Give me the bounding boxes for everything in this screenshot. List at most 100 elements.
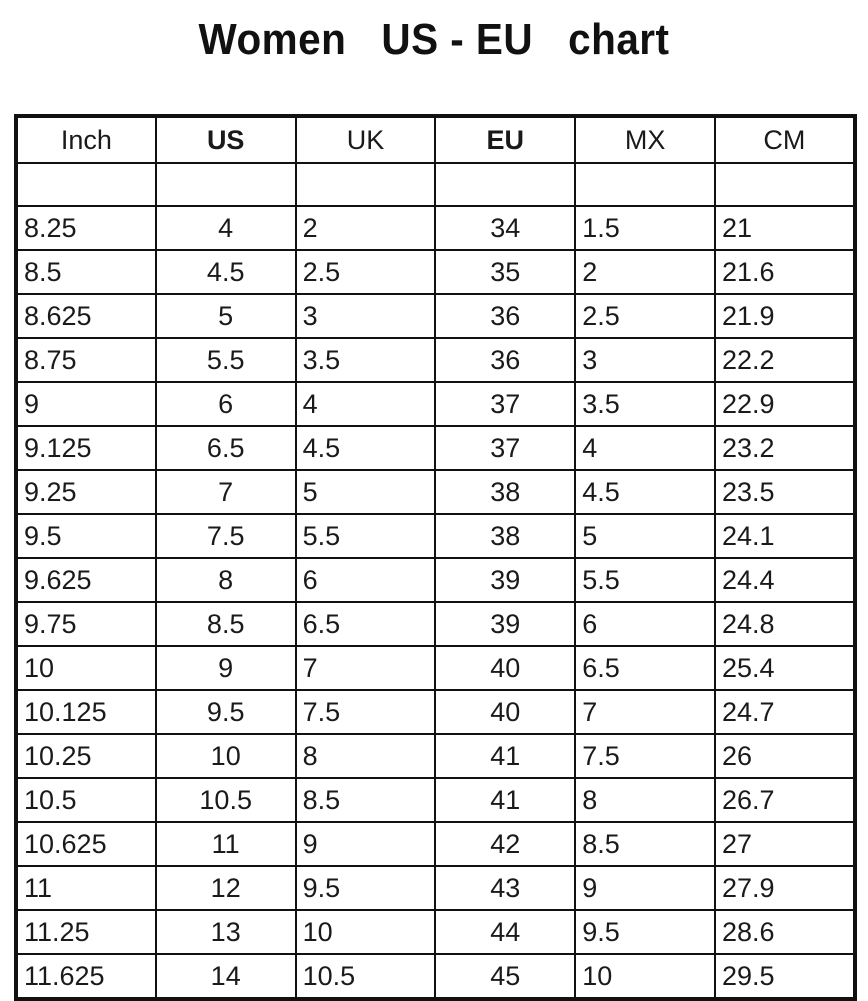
cell-eu: 42 bbox=[434, 821, 577, 867]
table-row: 9.125 6.5 4.5 37 4 23.2 bbox=[15, 425, 856, 471]
cell-uk: 2 bbox=[294, 205, 437, 251]
cell-cm: 27 bbox=[713, 821, 856, 867]
cell-uk: 7 bbox=[294, 645, 437, 691]
cell-eu: 43 bbox=[434, 865, 577, 911]
cell-us: 6 bbox=[154, 381, 297, 427]
cell-uk: 3.5 bbox=[294, 337, 437, 383]
cell-us: 9 bbox=[154, 645, 297, 691]
cell-mx: 8.5 bbox=[574, 821, 716, 867]
column-header-mx: MX bbox=[574, 115, 716, 164]
spacer-cell-cm bbox=[713, 162, 856, 207]
cell-mx: 1.5 bbox=[574, 205, 716, 251]
cell-uk: 8 bbox=[294, 733, 437, 779]
cell-cm: 24.7 bbox=[713, 689, 856, 735]
cell-inch: 11.625 bbox=[15, 953, 157, 1000]
column-header-us: US bbox=[154, 115, 297, 164]
cell-uk: 7.5 bbox=[294, 689, 437, 735]
table-row: 10 9 7 40 6.5 25.4 bbox=[15, 645, 856, 691]
cell-inch: 9.25 bbox=[15, 469, 157, 515]
cell-cm: 21 bbox=[713, 205, 856, 251]
table-row: 11.25 13 10 44 9.5 28.6 bbox=[15, 909, 856, 955]
cell-inch: 8.5 bbox=[15, 249, 157, 295]
table-row: 9 6 4 37 3.5 22.9 bbox=[15, 381, 856, 427]
cell-eu: 36 bbox=[434, 293, 577, 339]
cell-mx: 4 bbox=[574, 425, 716, 471]
cell-us: 11 bbox=[154, 821, 297, 867]
cell-mx: 9 bbox=[574, 865, 716, 911]
table-row: 8.5 4.5 2.5 35 2 21.6 bbox=[15, 249, 856, 295]
cell-us: 8.5 bbox=[154, 601, 297, 647]
column-header-eu: EU bbox=[434, 115, 577, 164]
cell-us: 9.5 bbox=[154, 689, 297, 735]
cell-cm: 21.9 bbox=[713, 293, 856, 339]
table-row: 9.625 8 6 39 5.5 24.4 bbox=[15, 557, 856, 603]
cell-uk: 4 bbox=[294, 381, 437, 427]
cell-cm: 26 bbox=[713, 733, 856, 779]
cell-uk: 5 bbox=[294, 469, 437, 515]
cell-cm: 26.7 bbox=[713, 777, 856, 823]
table-row: 9.75 8.5 6.5 39 6 24.8 bbox=[15, 601, 856, 647]
table-row: 9.5 7.5 5.5 38 5 24.1 bbox=[15, 513, 856, 559]
cell-uk: 6 bbox=[294, 557, 437, 603]
spacer-cell-us bbox=[154, 162, 297, 207]
table-body: 8.25 4 2 34 1.5 21 8.5 4.5 2.5 35 2 21.6 8.625 5 3 36 2.… bbox=[15, 162, 856, 1000]
cell-mx: 3.5 bbox=[574, 381, 716, 427]
cell-inch: 10.5 bbox=[15, 777, 157, 823]
table-header: Inch US UK EU MX CM bbox=[15, 115, 856, 164]
cell-inch: 9.5 bbox=[15, 513, 157, 559]
cell-eu: 37 bbox=[434, 381, 577, 427]
table-row: 11 12 9.5 43 9 27.9 bbox=[15, 865, 856, 911]
table-row: 10.125 9.5 7.5 40 7 24.7 bbox=[15, 689, 856, 735]
cell-cm: 24.8 bbox=[713, 601, 856, 647]
cell-inch: 10.125 bbox=[15, 689, 157, 735]
cell-eu: 41 bbox=[434, 733, 577, 779]
cell-inch: 11.25 bbox=[15, 909, 157, 955]
cell-mx: 4.5 bbox=[574, 469, 716, 515]
column-header-uk: UK bbox=[294, 115, 437, 164]
table-row: 10.25 10 8 41 7.5 26 bbox=[15, 733, 856, 779]
cell-us: 13 bbox=[154, 909, 297, 955]
cell-us: 4.5 bbox=[154, 249, 297, 295]
cell-inch: 9 bbox=[15, 381, 157, 427]
cell-uk: 9 bbox=[294, 821, 437, 867]
cell-us: 12 bbox=[154, 865, 297, 911]
cell-inch: 10.25 bbox=[15, 733, 157, 779]
table-row: 9.25 7 5 38 4.5 23.5 bbox=[15, 469, 856, 515]
table-row: 10.5 10.5 8.5 41 8 26.7 bbox=[15, 777, 856, 823]
cell-mx: 7.5 bbox=[574, 733, 716, 779]
size-table-container: Inch US UK EU MX CM 8.25 4 2 34 1.5 21 8.5 4 bbox=[14, 114, 857, 1001]
cell-us: 6.5 bbox=[154, 425, 297, 471]
cell-mx: 10 bbox=[574, 953, 716, 1000]
cell-mx: 6 bbox=[574, 601, 716, 647]
cell-cm: 27.9 bbox=[713, 865, 856, 911]
cell-eu: 35 bbox=[434, 249, 577, 295]
cell-us: 10.5 bbox=[154, 777, 297, 823]
cell-eu: 40 bbox=[434, 645, 577, 691]
cell-us: 14 bbox=[154, 953, 297, 1000]
cell-mx: 5 bbox=[574, 513, 716, 559]
cell-mx: 9.5 bbox=[574, 909, 716, 955]
cell-us: 5.5 bbox=[154, 337, 297, 383]
cell-uk: 5.5 bbox=[294, 513, 437, 559]
cell-eu: 36 bbox=[434, 337, 577, 383]
cell-us: 10 bbox=[154, 733, 297, 779]
column-header-cm: CM bbox=[713, 115, 856, 164]
cell-uk: 3 bbox=[294, 293, 437, 339]
cell-inch: 10 bbox=[15, 645, 157, 691]
cell-cm: 23.5 bbox=[713, 469, 856, 515]
cell-eu: 39 bbox=[434, 557, 577, 603]
cell-mx: 5.5 bbox=[574, 557, 716, 603]
cell-mx: 2.5 bbox=[574, 293, 716, 339]
cell-uk: 10 bbox=[294, 909, 437, 955]
cell-cm: 21.6 bbox=[713, 249, 856, 295]
cell-cm: 24.4 bbox=[713, 557, 856, 603]
cell-eu: 44 bbox=[434, 909, 577, 955]
cell-eu: 38 bbox=[434, 469, 577, 515]
cell-uk: 4.5 bbox=[294, 425, 437, 471]
cell-inch: 8.25 bbox=[15, 205, 157, 251]
cell-cm: 29.5 bbox=[713, 953, 856, 1000]
cell-eu: 34 bbox=[434, 205, 577, 251]
cell-us: 8 bbox=[154, 557, 297, 603]
cell-mx: 3 bbox=[574, 337, 716, 383]
